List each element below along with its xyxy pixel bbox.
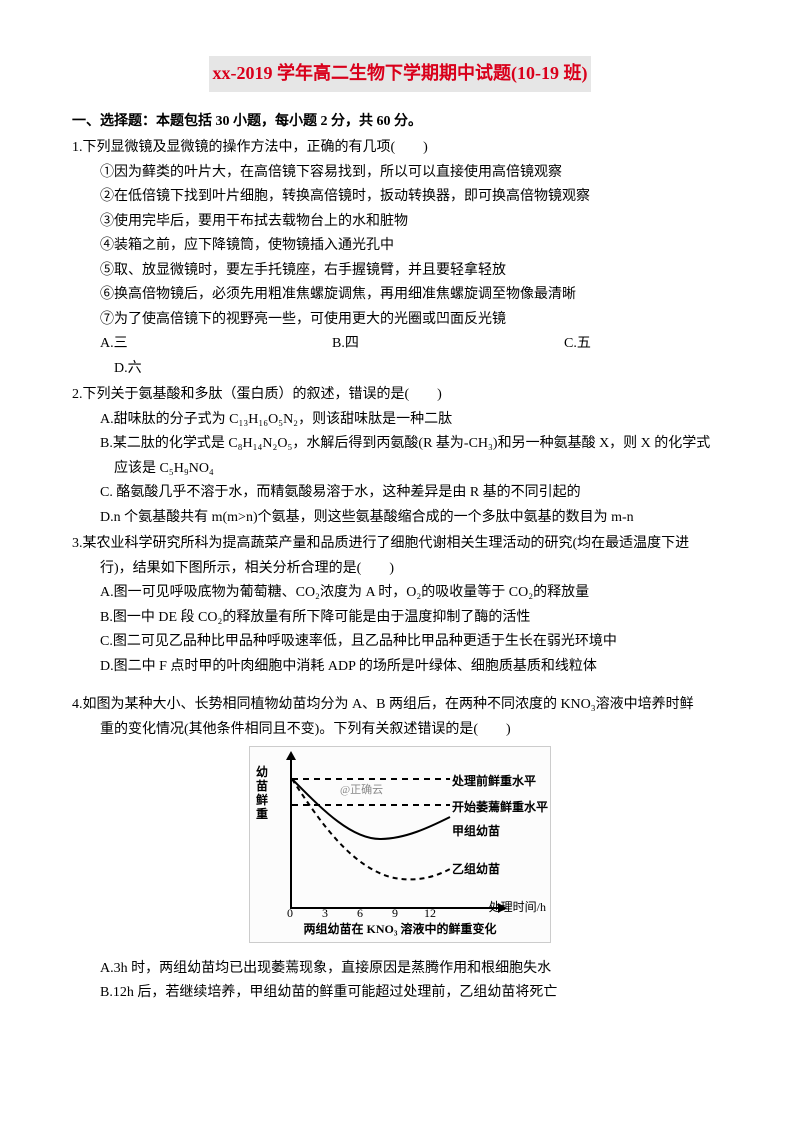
- q3-choice-c: C.图二可见乙品种比甲品种呼吸速率低，且乙品种比甲品种更适于生长在弱光环境中: [72, 630, 728, 655]
- chart-caption: 两组幼苗在 KNO₃ 溶液中的鲜重变化: [250, 919, 550, 940]
- q3-choice-a: A.图一可见呼吸底物为葡萄糖、CO₂浓度为 A 时，O₂的吸收量等于 CO₂的释…: [72, 581, 728, 606]
- q4-chart: 幼 苗 鲜 重 @正确云 036912 处理时间/h 处理前鲜重水平开始萎蔫鲜重…: [249, 746, 551, 943]
- chart-xlabel: 处理时间/h: [489, 897, 546, 918]
- section-1-head: 一、选择题：本题包括 30 小题，每小题 2 分，共 60 分。: [72, 110, 728, 135]
- chart-series-label: 开始萎蔫鲜重水平: [452, 797, 548, 818]
- page-title: xx-2019 学年高二生物下学期期中试题(10-19 班): [209, 56, 592, 92]
- q3-choice-d: D.图二中 F 点时甲的叶肉细胞中消耗 ADP 的场所是叶绿体、细胞质基质和线粒…: [72, 655, 728, 680]
- q1-choice-a: A.三: [100, 332, 332, 357]
- q4-stem: 4.如图为某种大小、长势相同植物幼苗均分为 A、B 两组后，在两种不同浓度的 K…: [72, 693, 728, 718]
- title-wrap: xx-2019 学年高二生物下学期期中试题(10-19 班): [72, 56, 728, 100]
- q3-stem: 3.某农业科学研究所科为提高蔬菜产量和品质进行了细胞代谢相关生理活动的研究(均在…: [72, 532, 728, 557]
- q2-choice-d: D.n 个氨基酸共有 m(m>n)个氨基，则这些氨基酸缩合成的一个多肽中氨基的数…: [72, 506, 728, 531]
- chart-series-label: 处理前鲜重水平: [452, 771, 536, 792]
- q1-stem: 1.下列显微镜及显微镜的操作方法中，正确的有几项( ): [72, 136, 728, 161]
- q4-choice-b: B.12h 后，若继续培养，甲组幼苗的鲜重可能超过处理前，乙组幼苗将死亡: [72, 981, 728, 1006]
- q2-choice-b: B.某二肽的化学式是 C₈H₁₄N₂O₅，水解后得到丙氨酸(R 基为-CH₃)和…: [72, 432, 728, 457]
- chart-series-label: 乙组幼苗: [452, 859, 500, 880]
- q4-choice-a: A.3h 时，两组幼苗均已出现萎蔫现象，直接原因是蒸腾作用和根细胞失水: [72, 957, 728, 982]
- q1-o6: ⑥换高倍物镜后，必须先用粗准焦螺旋调焦，再用细准焦螺旋调至物像最清晰: [72, 283, 728, 308]
- q1-o2: ②在低倍镜下找到叶片细胞，转换高倍镜时，扳动转换器，即可换高倍物镜观察: [72, 185, 728, 210]
- q2-choice-c: C. 酪氨酸几乎不溶于水，而精氨酸易溶于水，这种差异是由 R 基的不同引起的: [72, 481, 728, 506]
- figure-wrap: 幼 苗 鲜 重 @正确云 036912 处理时间/h 处理前鲜重水平开始萎蔫鲜重…: [72, 746, 728, 953]
- q1-choice-d: D.六: [72, 357, 728, 382]
- q3-choice-b: B.图一中 DE 段 CO₂的释放量有所下降可能是由于温度抑制了酶的活性: [72, 606, 728, 631]
- q1-choices-row: A.三 B.四 C.五: [72, 332, 728, 357]
- q2-choice-a: A.甜味肽的分子式为 C₁₃H₁₆O₅N₂，则该甜味肽是一种二肽: [72, 408, 728, 433]
- exam-page: xx-2019 学年高二生物下学期期中试题(10-19 班) 一、选择题：本题包…: [0, 0, 800, 1046]
- spacer: [72, 679, 728, 691]
- chart-series-label: 甲组幼苗: [452, 821, 500, 842]
- q1-o5: ⑤取、放显微镜时，要左手托镜座，右手握镜臂，并且要轻拿轻放: [72, 259, 728, 284]
- q1-choice-b: B.四: [332, 332, 564, 357]
- q1-choice-c: C.五: [564, 332, 728, 357]
- q2-choice-b2: 应该是 C₅H₉NO₄: [72, 457, 728, 482]
- q1-o1: ①因为藓类的叶片大，在高倍镜下容易找到，所以可以直接使用高倍镜观察: [72, 161, 728, 186]
- q2-stem: 2.下列关于氨基酸和多肽（蛋白质）的叙述，错误的是( ): [72, 383, 728, 408]
- q1-o3: ③使用完毕后，要用干布拭去载物台上的水和脏物: [72, 210, 728, 235]
- q1-o7: ⑦为了使高倍镜下的视野亮一些，可使用更大的光圈或凹面反光镜: [72, 308, 728, 333]
- q4-stem2: 重的变化情况(其他条件相同且不变)。下列有关叙述错误的是( ): [72, 718, 728, 743]
- q1-o4: ④装箱之前，应下降镜筒，使物镜插入通光孔中: [72, 234, 728, 259]
- q3-stem2: 行)，结果如下图所示，相关分析合理的是( ): [72, 557, 728, 582]
